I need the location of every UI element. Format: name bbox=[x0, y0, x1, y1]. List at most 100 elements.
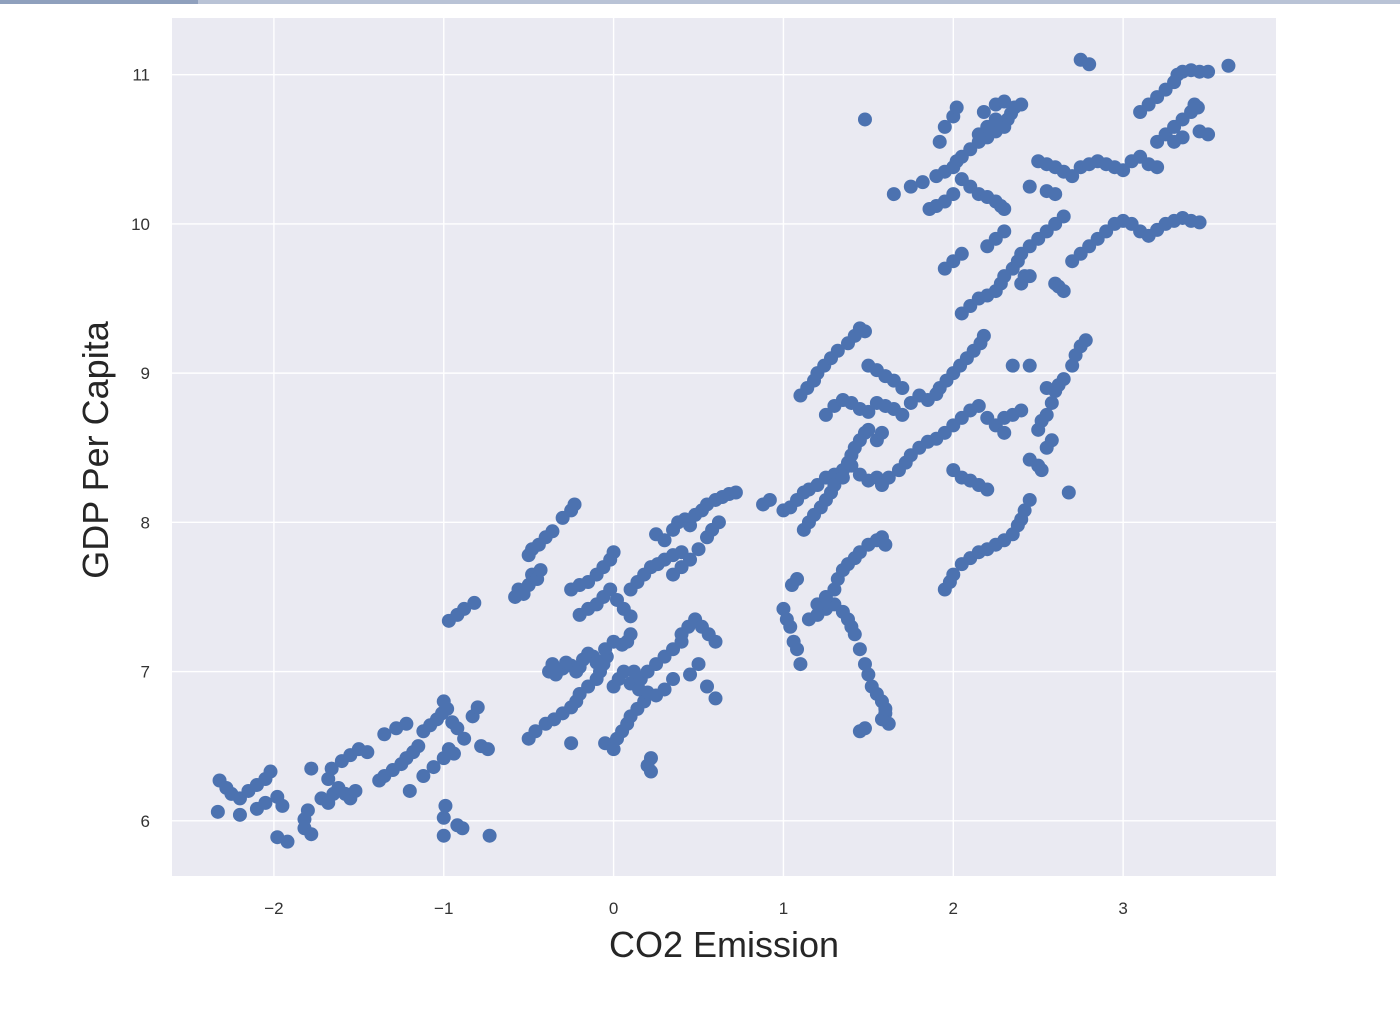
data-point bbox=[874, 425, 889, 440]
data-point bbox=[683, 667, 698, 682]
data-point bbox=[545, 524, 560, 539]
data-point bbox=[997, 224, 1012, 239]
data-point bbox=[436, 828, 451, 843]
data-point bbox=[438, 798, 453, 813]
data-point bbox=[793, 657, 808, 672]
data-point bbox=[976, 328, 991, 343]
data-point bbox=[455, 821, 470, 836]
data-point bbox=[603, 582, 618, 597]
data-point bbox=[895, 381, 910, 396]
data-point bbox=[949, 100, 964, 115]
data-point bbox=[620, 634, 635, 649]
data-point bbox=[649, 688, 664, 703]
data-point bbox=[416, 769, 431, 784]
data-point bbox=[1022, 358, 1037, 373]
data-point bbox=[915, 175, 930, 190]
data-point bbox=[691, 542, 706, 557]
data-point bbox=[708, 634, 723, 649]
x-tick-label: 2 bbox=[949, 899, 958, 918]
data-point bbox=[1017, 503, 1032, 518]
data-point bbox=[861, 422, 876, 437]
data-point bbox=[258, 795, 273, 810]
y-tick-label: 8 bbox=[141, 513, 150, 532]
y-tick-labels: 6 7 8 9 10 11 bbox=[131, 66, 150, 831]
data-point bbox=[482, 828, 497, 843]
data-point bbox=[300, 803, 315, 818]
data-point bbox=[528, 724, 543, 739]
data-point bbox=[997, 201, 1012, 216]
data-point bbox=[377, 727, 392, 742]
y-axis-label: GDP Per Capita bbox=[75, 320, 116, 578]
data-point bbox=[762, 492, 777, 507]
data-point bbox=[847, 627, 862, 642]
data-point bbox=[457, 601, 472, 616]
window-top-strip bbox=[0, 0, 1400, 4]
data-point bbox=[1078, 333, 1093, 348]
x-tick-label: −1 bbox=[434, 899, 453, 918]
x-tick-labels: −2 −1 0 1 2 3 bbox=[264, 899, 1128, 918]
data-point bbox=[1014, 97, 1029, 112]
data-point bbox=[818, 407, 833, 422]
x-tick-label: 3 bbox=[1118, 899, 1127, 918]
data-point bbox=[903, 179, 918, 194]
data-point bbox=[691, 657, 706, 672]
data-point bbox=[348, 783, 363, 798]
data-point bbox=[861, 404, 876, 419]
data-point bbox=[436, 810, 451, 825]
data-point bbox=[470, 700, 485, 715]
data-point bbox=[324, 761, 339, 776]
data-point bbox=[440, 701, 455, 716]
data-points bbox=[210, 52, 1236, 849]
data-point bbox=[946, 187, 961, 202]
data-point bbox=[623, 609, 638, 624]
y-tick-label: 7 bbox=[141, 663, 150, 682]
data-point bbox=[1022, 269, 1037, 284]
data-point bbox=[971, 398, 986, 413]
data-point bbox=[402, 783, 417, 798]
data-point bbox=[450, 721, 465, 736]
data-point bbox=[852, 642, 867, 657]
data-point bbox=[1116, 163, 1131, 178]
data-point bbox=[790, 572, 805, 587]
data-point bbox=[232, 807, 247, 822]
data-point bbox=[895, 407, 910, 422]
data-point bbox=[304, 827, 319, 842]
data-point bbox=[280, 834, 295, 849]
data-point bbox=[210, 804, 225, 819]
data-point bbox=[1039, 381, 1054, 396]
data-point bbox=[728, 485, 743, 500]
data-point bbox=[457, 731, 472, 746]
y-tick-label: 10 bbox=[131, 215, 150, 234]
data-point bbox=[1201, 64, 1216, 79]
data-point bbox=[606, 545, 621, 560]
x-axis-label: CO2 Emission bbox=[609, 924, 839, 965]
data-point bbox=[937, 119, 952, 134]
data-point bbox=[861, 667, 876, 682]
plot-area bbox=[172, 18, 1276, 876]
data-point bbox=[1150, 160, 1165, 175]
data-point bbox=[1044, 395, 1059, 410]
data-point bbox=[711, 515, 726, 530]
data-point bbox=[1192, 215, 1207, 230]
data-point bbox=[976, 105, 991, 120]
data-point bbox=[411, 739, 426, 754]
data-point bbox=[830, 343, 845, 358]
data-point bbox=[1014, 403, 1029, 418]
x-tick-label: 0 bbox=[609, 899, 618, 918]
data-point bbox=[567, 497, 582, 512]
data-point bbox=[446, 746, 461, 761]
data-point bbox=[1005, 358, 1020, 373]
y-tick-label: 9 bbox=[141, 364, 150, 383]
data-point bbox=[1056, 372, 1071, 387]
data-point bbox=[1221, 58, 1236, 73]
data-point bbox=[1056, 209, 1071, 224]
x-gridlines bbox=[273, 18, 1124, 876]
data-point bbox=[1022, 179, 1037, 194]
data-point bbox=[426, 760, 441, 775]
data-point bbox=[1201, 127, 1216, 142]
y-tick-label: 6 bbox=[141, 812, 150, 831]
data-point bbox=[263, 764, 278, 779]
data-point bbox=[980, 482, 995, 497]
data-point bbox=[589, 655, 604, 670]
